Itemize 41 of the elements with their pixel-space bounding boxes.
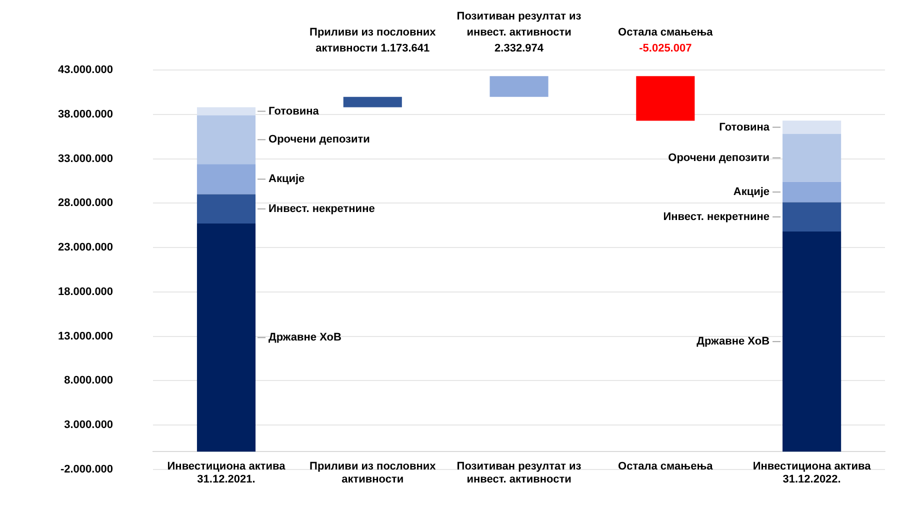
series-label: Готовина	[268, 105, 320, 118]
bar	[782, 202, 842, 232]
bar	[782, 120, 842, 134]
y-tick-label: 13.000.000	[58, 330, 114, 342]
data-label: 2.332.974	[494, 42, 544, 55]
y-tick-label: 18.000.000	[58, 286, 114, 298]
category-label: Остала смањења	[618, 26, 713, 39]
x-tick-label: Позитиван резултат из инвест. активности	[456, 460, 582, 486]
category-label: Приливи из пословних активности 1.173.641	[310, 26, 436, 55]
bar	[782, 182, 842, 202]
bar	[196, 107, 256, 116]
bar	[196, 164, 256, 194]
y-tick-label: 43.000.000	[58, 64, 114, 76]
y-tick-label: -2.000.000	[60, 463, 114, 476]
y-tick-label: 38.000.000	[58, 108, 114, 120]
text: Државне ХоВ	[696, 336, 770, 348]
bar	[196, 115, 256, 164]
series-label: Државне ХоВ	[268, 332, 342, 344]
bar	[782, 134, 842, 182]
category-label: Позитиван резултат из инвест. активности	[456, 10, 582, 39]
y-tick-label: 3.000.000	[64, 419, 114, 432]
y-tick-label: 23.000.000	[58, 242, 114, 254]
y-tick-label: 33.000.000	[58, 152, 114, 165]
bar	[196, 224, 256, 452]
y-tick-label: 8.000.000	[64, 374, 114, 387]
data-label: -5.025.007	[639, 42, 692, 55]
series-label: Акције	[268, 173, 305, 186]
x-tick-label: Остала смањења	[618, 460, 714, 472]
series-label: Инвест. некретнине	[268, 202, 375, 215]
bar	[782, 232, 842, 452]
x-tick-label: Приливи из пословних активности	[310, 460, 437, 486]
text: Акције	[733, 186, 770, 198]
bar	[196, 194, 256, 224]
text: Готовина	[719, 121, 770, 134]
bar	[636, 76, 695, 121]
x-tick-label: Инвестициона актива 31.12.2021.	[167, 460, 286, 486]
x-tick-label: Инвестициона актива 31.12.2022.	[752, 460, 872, 486]
text: Орочени депозити	[668, 152, 770, 164]
y-tick-label: 28.000.000	[58, 197, 114, 210]
text: Инвест. некретнине	[663, 210, 770, 223]
series-label: Орочени депозити	[268, 134, 370, 146]
